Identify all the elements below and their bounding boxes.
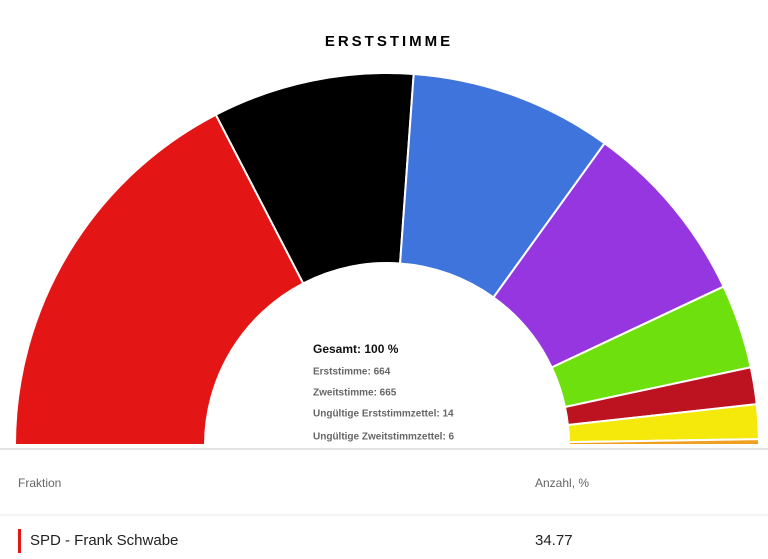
center-label: Erststimme: 664 [313, 367, 391, 378]
row-marker [18, 529, 21, 553]
table-cell: 34.77 [535, 532, 573, 549]
center-label: Ungültige Erststimmzettel: 14 [313, 409, 454, 420]
center-label: Ungültige Zweitstimmzettel: 6 [313, 432, 455, 443]
table-header: Fraktion [18, 476, 61, 490]
segment [13, 113, 305, 446]
center-label: Gesamt: 100 % [313, 342, 399, 356]
center-labels: Gesamt: 100 % Erststimme: 664 Zweitstimme:… [313, 342, 455, 442]
table-cell: SPD - Frank Schwabe [30, 532, 178, 549]
segments [13, 72, 761, 446]
table-header: Anzahl, % [535, 476, 589, 490]
segment [567, 438, 761, 446]
chart-title: ERSTSTIMME [325, 33, 453, 50]
table-bg [0, 447, 768, 559]
center-label: Zweitstimme: 665 [313, 388, 397, 399]
